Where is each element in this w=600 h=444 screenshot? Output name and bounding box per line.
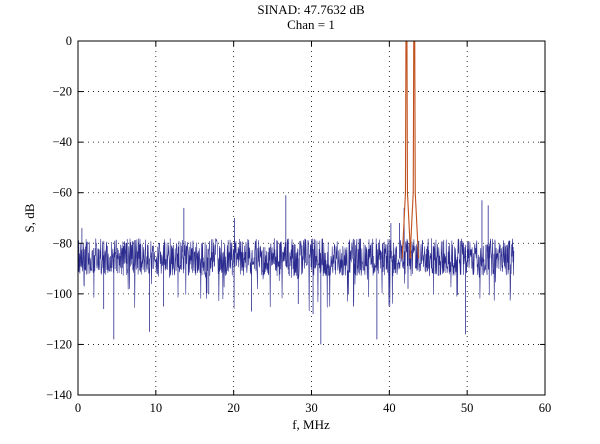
grid-lines — [78, 41, 545, 395]
x-axis-label: f, MHz — [292, 417, 330, 432]
chart-subtitle: Chan = 1 — [287, 17, 335, 32]
chart-title: SINAD: 47.7632 dB — [257, 2, 365, 17]
y-tick-label: 0 — [66, 34, 72, 48]
x-tick-label: 60 — [539, 401, 552, 415]
y-tick-label: −120 — [46, 337, 72, 351]
y-tick-label: −100 — [46, 287, 72, 301]
plot-area — [78, 41, 515, 345]
x-tick-label: 10 — [150, 401, 163, 415]
y-tick-label: −140 — [46, 388, 72, 402]
y-tick-label: −80 — [52, 236, 72, 250]
tone-peak — [401, 41, 412, 259]
noise-spectrum-line — [78, 238, 515, 312]
y-tick-label: −40 — [52, 135, 72, 149]
x-tick-label: 50 — [461, 401, 474, 415]
axis-ticks: 0 10 20 30 40 50 60 0 −20 −40 −60 −80 −100 −120 −140 — [46, 34, 551, 415]
tone-peak — [409, 41, 420, 259]
y-tick-label: −20 — [52, 85, 72, 99]
x-tick-label: 0 — [75, 401, 81, 415]
y-axis-label: S, dB — [22, 203, 37, 232]
x-tick-label: 20 — [227, 401, 240, 415]
y-tick-label: −60 — [52, 186, 72, 200]
x-tick-label: 30 — [305, 401, 318, 415]
x-tick-label: 40 — [383, 401, 396, 415]
